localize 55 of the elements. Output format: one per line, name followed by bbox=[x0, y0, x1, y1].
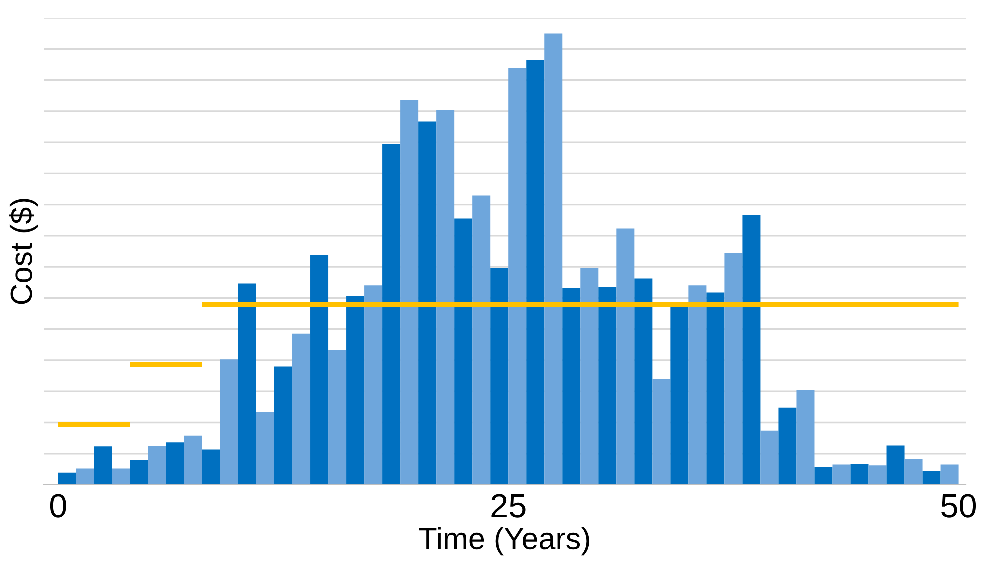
bar bbox=[220, 360, 238, 485]
bar bbox=[526, 60, 545, 485]
bar bbox=[130, 460, 148, 485]
bar bbox=[436, 110, 455, 485]
bar bbox=[508, 68, 527, 485]
bar bbox=[274, 366, 293, 485]
bar bbox=[400, 100, 419, 485]
y-axis-title: Cost ($) bbox=[9, 199, 38, 304]
bar bbox=[886, 446, 905, 485]
bar bbox=[940, 464, 959, 485]
bar bbox=[634, 278, 653, 485]
x-tick-label: 0 bbox=[50, 494, 66, 518]
bar bbox=[472, 196, 491, 485]
bar bbox=[760, 430, 779, 485]
bar bbox=[112, 468, 130, 485]
bar bbox=[454, 218, 473, 485]
bar bbox=[76, 468, 94, 485]
bar bbox=[688, 286, 707, 485]
bar bbox=[778, 408, 797, 485]
bar bbox=[580, 268, 599, 485]
bar bbox=[184, 436, 202, 485]
x-tick-label: 25 bbox=[492, 494, 526, 518]
bar bbox=[706, 292, 725, 485]
bar bbox=[328, 350, 347, 485]
bar bbox=[166, 442, 184, 485]
bar bbox=[148, 446, 166, 485]
bar bbox=[832, 464, 851, 485]
bar bbox=[652, 379, 671, 485]
bar bbox=[850, 464, 869, 485]
bar bbox=[616, 228, 635, 485]
bar bbox=[94, 446, 112, 485]
bar bbox=[238, 284, 256, 485]
bar bbox=[418, 122, 437, 485]
x-tick-label: 50 bbox=[942, 494, 976, 518]
bar bbox=[922, 471, 941, 485]
bar bbox=[58, 472, 76, 485]
bar bbox=[202, 450, 220, 485]
bar bbox=[382, 144, 401, 485]
bar bbox=[256, 412, 274, 485]
bar bbox=[814, 467, 833, 485]
bar bbox=[868, 466, 887, 485]
bar bbox=[796, 390, 815, 485]
bar bbox=[670, 306, 689, 485]
bar bbox=[598, 287, 617, 485]
bar bbox=[742, 215, 761, 485]
bar bbox=[364, 286, 383, 485]
bar bbox=[490, 268, 509, 485]
bar bbox=[562, 288, 581, 485]
bar bbox=[292, 334, 311, 485]
bar bbox=[904, 459, 923, 485]
bar bbox=[544, 34, 563, 485]
x-axis-title: Time (Years) bbox=[419, 527, 590, 556]
bar bbox=[724, 254, 743, 485]
bar bbox=[310, 255, 329, 485]
bar bbox=[346, 296, 365, 485]
